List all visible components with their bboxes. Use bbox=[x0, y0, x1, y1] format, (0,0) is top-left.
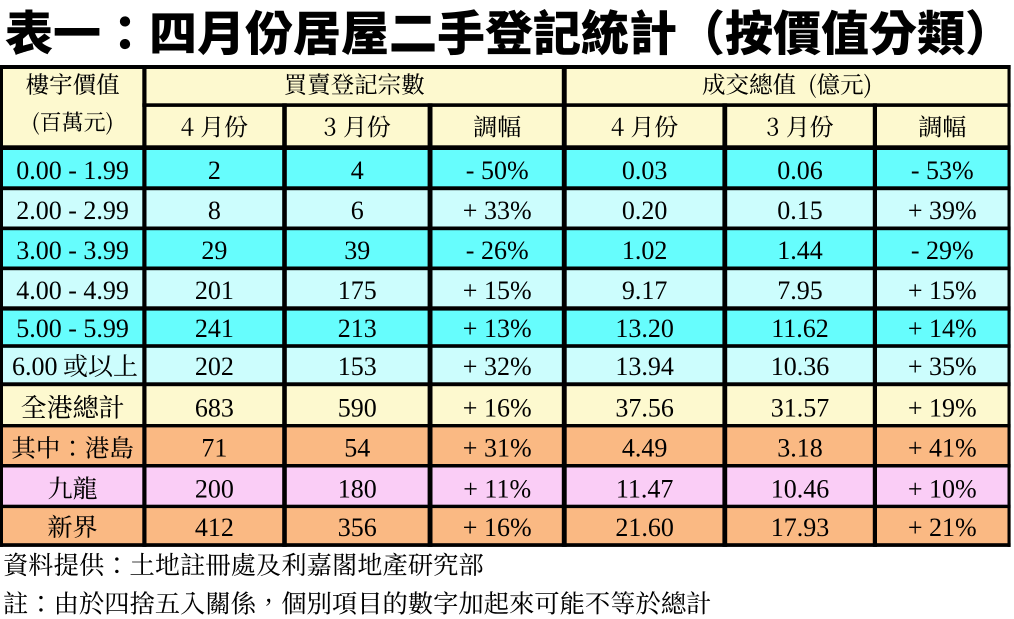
svg-text:+ 11%: + 11% bbox=[463, 474, 531, 503]
svg-text:39: 39 bbox=[344, 236, 370, 265]
svg-text:+ 32%: + 32% bbox=[463, 352, 532, 381]
svg-text:13.20: 13.20 bbox=[615, 314, 674, 343]
svg-text:1.02: 1.02 bbox=[622, 236, 668, 265]
svg-text:175: 175 bbox=[338, 276, 377, 305]
svg-text:10.36: 10.36 bbox=[771, 352, 830, 381]
svg-text:54: 54 bbox=[344, 434, 370, 463]
svg-text:+ 13%: + 13% bbox=[463, 314, 532, 343]
svg-text:683: 683 bbox=[195, 394, 234, 423]
svg-text:+ 15%: + 15% bbox=[463, 276, 532, 305]
svg-text:71: 71 bbox=[201, 434, 227, 463]
svg-text:7.95: 7.95 bbox=[777, 276, 823, 305]
svg-text:200: 200 bbox=[195, 474, 234, 503]
svg-text:8: 8 bbox=[208, 196, 221, 225]
svg-text:180: 180 bbox=[338, 474, 377, 503]
svg-text:2: 2 bbox=[208, 156, 221, 185]
svg-text:11.62: 11.62 bbox=[771, 314, 829, 343]
svg-text:13.94: 13.94 bbox=[615, 352, 674, 381]
svg-text:3.00 - 3.99: 3.00 - 3.99 bbox=[16, 236, 129, 265]
svg-text:2.00 - 2.99: 2.00 - 2.99 bbox=[16, 196, 129, 225]
svg-text:+ 10%: + 10% bbox=[908, 474, 977, 503]
svg-text:+ 21%: + 21% bbox=[908, 513, 977, 542]
svg-text:17.93: 17.93 bbox=[771, 513, 830, 542]
svg-text:0.03: 0.03 bbox=[622, 156, 668, 185]
svg-text:- 50%: - 50% bbox=[466, 156, 529, 185]
svg-text:+ 16%: + 16% bbox=[463, 394, 532, 423]
svg-text:213: 213 bbox=[338, 314, 377, 343]
svg-text:5.00 - 5.99: 5.00 - 5.99 bbox=[16, 314, 129, 343]
svg-text:202: 202 bbox=[195, 352, 234, 381]
svg-text:- 26%: - 26% bbox=[466, 236, 529, 265]
svg-text:- 29%: - 29% bbox=[911, 236, 974, 265]
svg-text:241: 241 bbox=[195, 314, 234, 343]
svg-text:590: 590 bbox=[338, 394, 377, 423]
svg-text:+ 39%: + 39% bbox=[908, 196, 977, 225]
svg-text:- 53%: - 53% bbox=[911, 156, 974, 185]
svg-text:0.06: 0.06 bbox=[777, 156, 823, 185]
svg-text:29: 29 bbox=[201, 236, 227, 265]
svg-text:9.17: 9.17 bbox=[622, 276, 668, 305]
svg-text:+ 15%: + 15% bbox=[908, 276, 977, 305]
svg-text:10.46: 10.46 bbox=[771, 474, 830, 503]
svg-text:153: 153 bbox=[338, 352, 377, 381]
svg-text:3.18: 3.18 bbox=[777, 434, 823, 463]
svg-text:1.44: 1.44 bbox=[777, 236, 823, 265]
svg-text:4: 4 bbox=[351, 156, 364, 185]
svg-text:+ 35%: + 35% bbox=[908, 352, 977, 381]
svg-text:+ 16%: + 16% bbox=[463, 513, 532, 542]
svg-text:6.00: 6.00 bbox=[12, 352, 58, 381]
svg-text:0.00 - 1.99: 0.00 - 1.99 bbox=[16, 156, 129, 185]
svg-text:0.15: 0.15 bbox=[777, 196, 823, 225]
svg-text:21.60: 21.60 bbox=[615, 513, 674, 542]
svg-text:356: 356 bbox=[338, 513, 377, 542]
svg-text:31.57: 31.57 bbox=[771, 394, 830, 423]
svg-text:+ 14%: + 14% bbox=[908, 314, 977, 343]
svg-text:+ 41%: + 41% bbox=[908, 434, 977, 463]
svg-text:+ 31%: + 31% bbox=[463, 434, 532, 463]
svg-text:4.49: 4.49 bbox=[622, 434, 668, 463]
svg-text:4.00 - 4.99: 4.00 - 4.99 bbox=[16, 276, 129, 305]
svg-text:201: 201 bbox=[195, 276, 234, 305]
svg-text:0.20: 0.20 bbox=[622, 196, 668, 225]
svg-text:37.56: 37.56 bbox=[615, 394, 674, 423]
svg-text:11.47: 11.47 bbox=[616, 474, 674, 503]
svg-text:+ 19%: + 19% bbox=[908, 394, 977, 423]
svg-text:+ 33%: + 33% bbox=[463, 196, 532, 225]
svg-text:6: 6 bbox=[351, 196, 364, 225]
svg-text:412: 412 bbox=[195, 513, 234, 542]
